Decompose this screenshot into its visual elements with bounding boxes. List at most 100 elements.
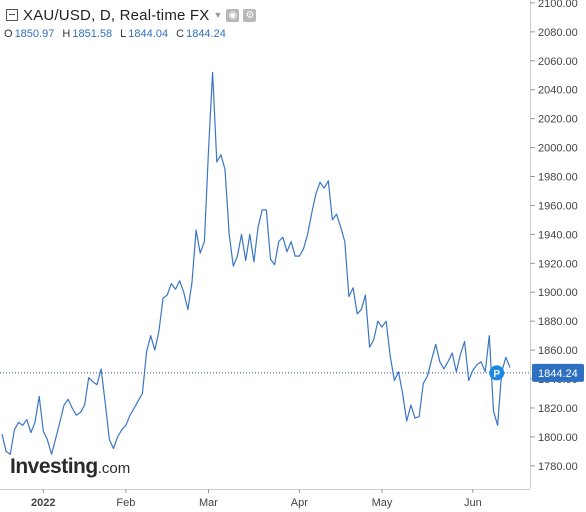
price-point bbox=[88, 376, 90, 378]
price-point bbox=[319, 181, 321, 183]
price-point bbox=[42, 430, 44, 432]
price-point bbox=[261, 209, 263, 211]
price-point bbox=[108, 439, 110, 441]
price-point bbox=[323, 187, 325, 189]
price-point bbox=[447, 360, 449, 362]
price-point bbox=[224, 168, 226, 170]
price-point bbox=[426, 375, 428, 377]
price-point bbox=[145, 350, 147, 352]
price-point bbox=[476, 363, 478, 365]
price-point bbox=[356, 313, 358, 315]
price-point bbox=[158, 330, 160, 332]
price-point bbox=[141, 392, 143, 394]
y-tick-label: 2040.00 bbox=[538, 85, 578, 97]
price-point bbox=[54, 437, 56, 439]
price-point bbox=[509, 366, 511, 368]
last-price-badge bbox=[532, 363, 584, 382]
price-point bbox=[377, 320, 379, 322]
price-point bbox=[104, 402, 106, 404]
price-point bbox=[348, 295, 350, 297]
price-point bbox=[360, 308, 362, 310]
price-point bbox=[269, 258, 271, 260]
price-point bbox=[286, 251, 288, 253]
price-point bbox=[38, 395, 40, 397]
gear-icon[interactable]: ⚙ bbox=[243, 8, 257, 22]
price-point bbox=[488, 334, 490, 336]
price-point bbox=[96, 384, 98, 386]
close-key: C bbox=[176, 28, 185, 40]
price-point bbox=[170, 282, 172, 284]
price-point bbox=[26, 418, 28, 420]
price-point bbox=[294, 255, 296, 257]
x-tick-label: Jun bbox=[464, 497, 482, 509]
price-point bbox=[406, 420, 408, 422]
price-point bbox=[492, 410, 494, 412]
price-point bbox=[430, 359, 432, 361]
y-tick-label: 2100.00 bbox=[538, 0, 578, 10]
price-point bbox=[418, 415, 420, 417]
price-point bbox=[311, 211, 313, 213]
price-point bbox=[92, 381, 94, 383]
price-point bbox=[199, 252, 201, 254]
price-point bbox=[298, 255, 300, 257]
price-point bbox=[13, 428, 15, 430]
price-point bbox=[129, 414, 131, 416]
price-point bbox=[422, 382, 424, 384]
price-point bbox=[228, 233, 230, 235]
price-point bbox=[154, 349, 156, 351]
open-value: 1850.97 bbox=[14, 28, 55, 40]
price-point bbox=[83, 404, 85, 406]
price-point bbox=[306, 233, 308, 235]
price-point bbox=[71, 407, 73, 409]
price-point bbox=[253, 261, 255, 263]
y-tick-label: 1920.00 bbox=[538, 258, 578, 270]
price-point bbox=[240, 233, 242, 235]
high-value: 1851.58 bbox=[72, 28, 113, 40]
price-point bbox=[331, 219, 333, 221]
p-marker-label: P bbox=[493, 369, 500, 380]
eye-icon[interactable]: ◉ bbox=[226, 8, 240, 22]
price-point bbox=[46, 439, 48, 441]
chevron-down-icon[interactable]: ▼ bbox=[213, 10, 223, 20]
y-tick-label: 1980.00 bbox=[538, 172, 578, 184]
price-point bbox=[121, 428, 123, 430]
price-point bbox=[232, 265, 234, 267]
price-point bbox=[17, 421, 19, 423]
x-tick-label: 2022 bbox=[31, 497, 55, 509]
y-tick-label: 1880.00 bbox=[538, 316, 578, 328]
collapse-icon[interactable] bbox=[6, 9, 18, 21]
price-point bbox=[100, 368, 102, 370]
price-point bbox=[149, 334, 151, 336]
price-point bbox=[414, 417, 416, 419]
price-point bbox=[302, 248, 304, 250]
x-tick-label: Feb bbox=[116, 497, 135, 509]
y-tick-label: 1820.00 bbox=[538, 403, 578, 415]
price-point bbox=[434, 343, 436, 345]
y-tick-label: 1780.00 bbox=[538, 461, 578, 473]
price-point bbox=[505, 356, 507, 358]
price-point bbox=[162, 297, 164, 299]
investing-logo: Investing .com bbox=[10, 455, 130, 479]
y-tick-label: 2000.00 bbox=[538, 143, 578, 155]
price-point bbox=[174, 288, 176, 290]
x-tick-label: Mar bbox=[199, 497, 218, 509]
x-tick-label: Apr bbox=[291, 497, 308, 509]
price-point bbox=[389, 355, 391, 357]
open-key: O bbox=[4, 28, 13, 40]
price-point bbox=[137, 400, 139, 402]
price-point bbox=[30, 431, 32, 433]
y-tick-label: 1800.00 bbox=[538, 432, 578, 444]
chart-title: XAU/USD, D, Real-time FX bbox=[23, 6, 210, 24]
price-point bbox=[236, 255, 238, 257]
chart-header: XAU/USD, D, Real-time FX ▼ ◉ ⚙ bbox=[0, 4, 257, 26]
price-point bbox=[191, 281, 193, 283]
high-key: H bbox=[62, 28, 71, 40]
price-point bbox=[385, 320, 387, 322]
price-point bbox=[79, 411, 81, 413]
low-value: 1844.04 bbox=[128, 28, 169, 40]
price-point bbox=[401, 392, 403, 394]
price-point bbox=[112, 447, 114, 449]
p-marker-icon[interactable] bbox=[489, 365, 505, 381]
price-point bbox=[496, 424, 498, 426]
